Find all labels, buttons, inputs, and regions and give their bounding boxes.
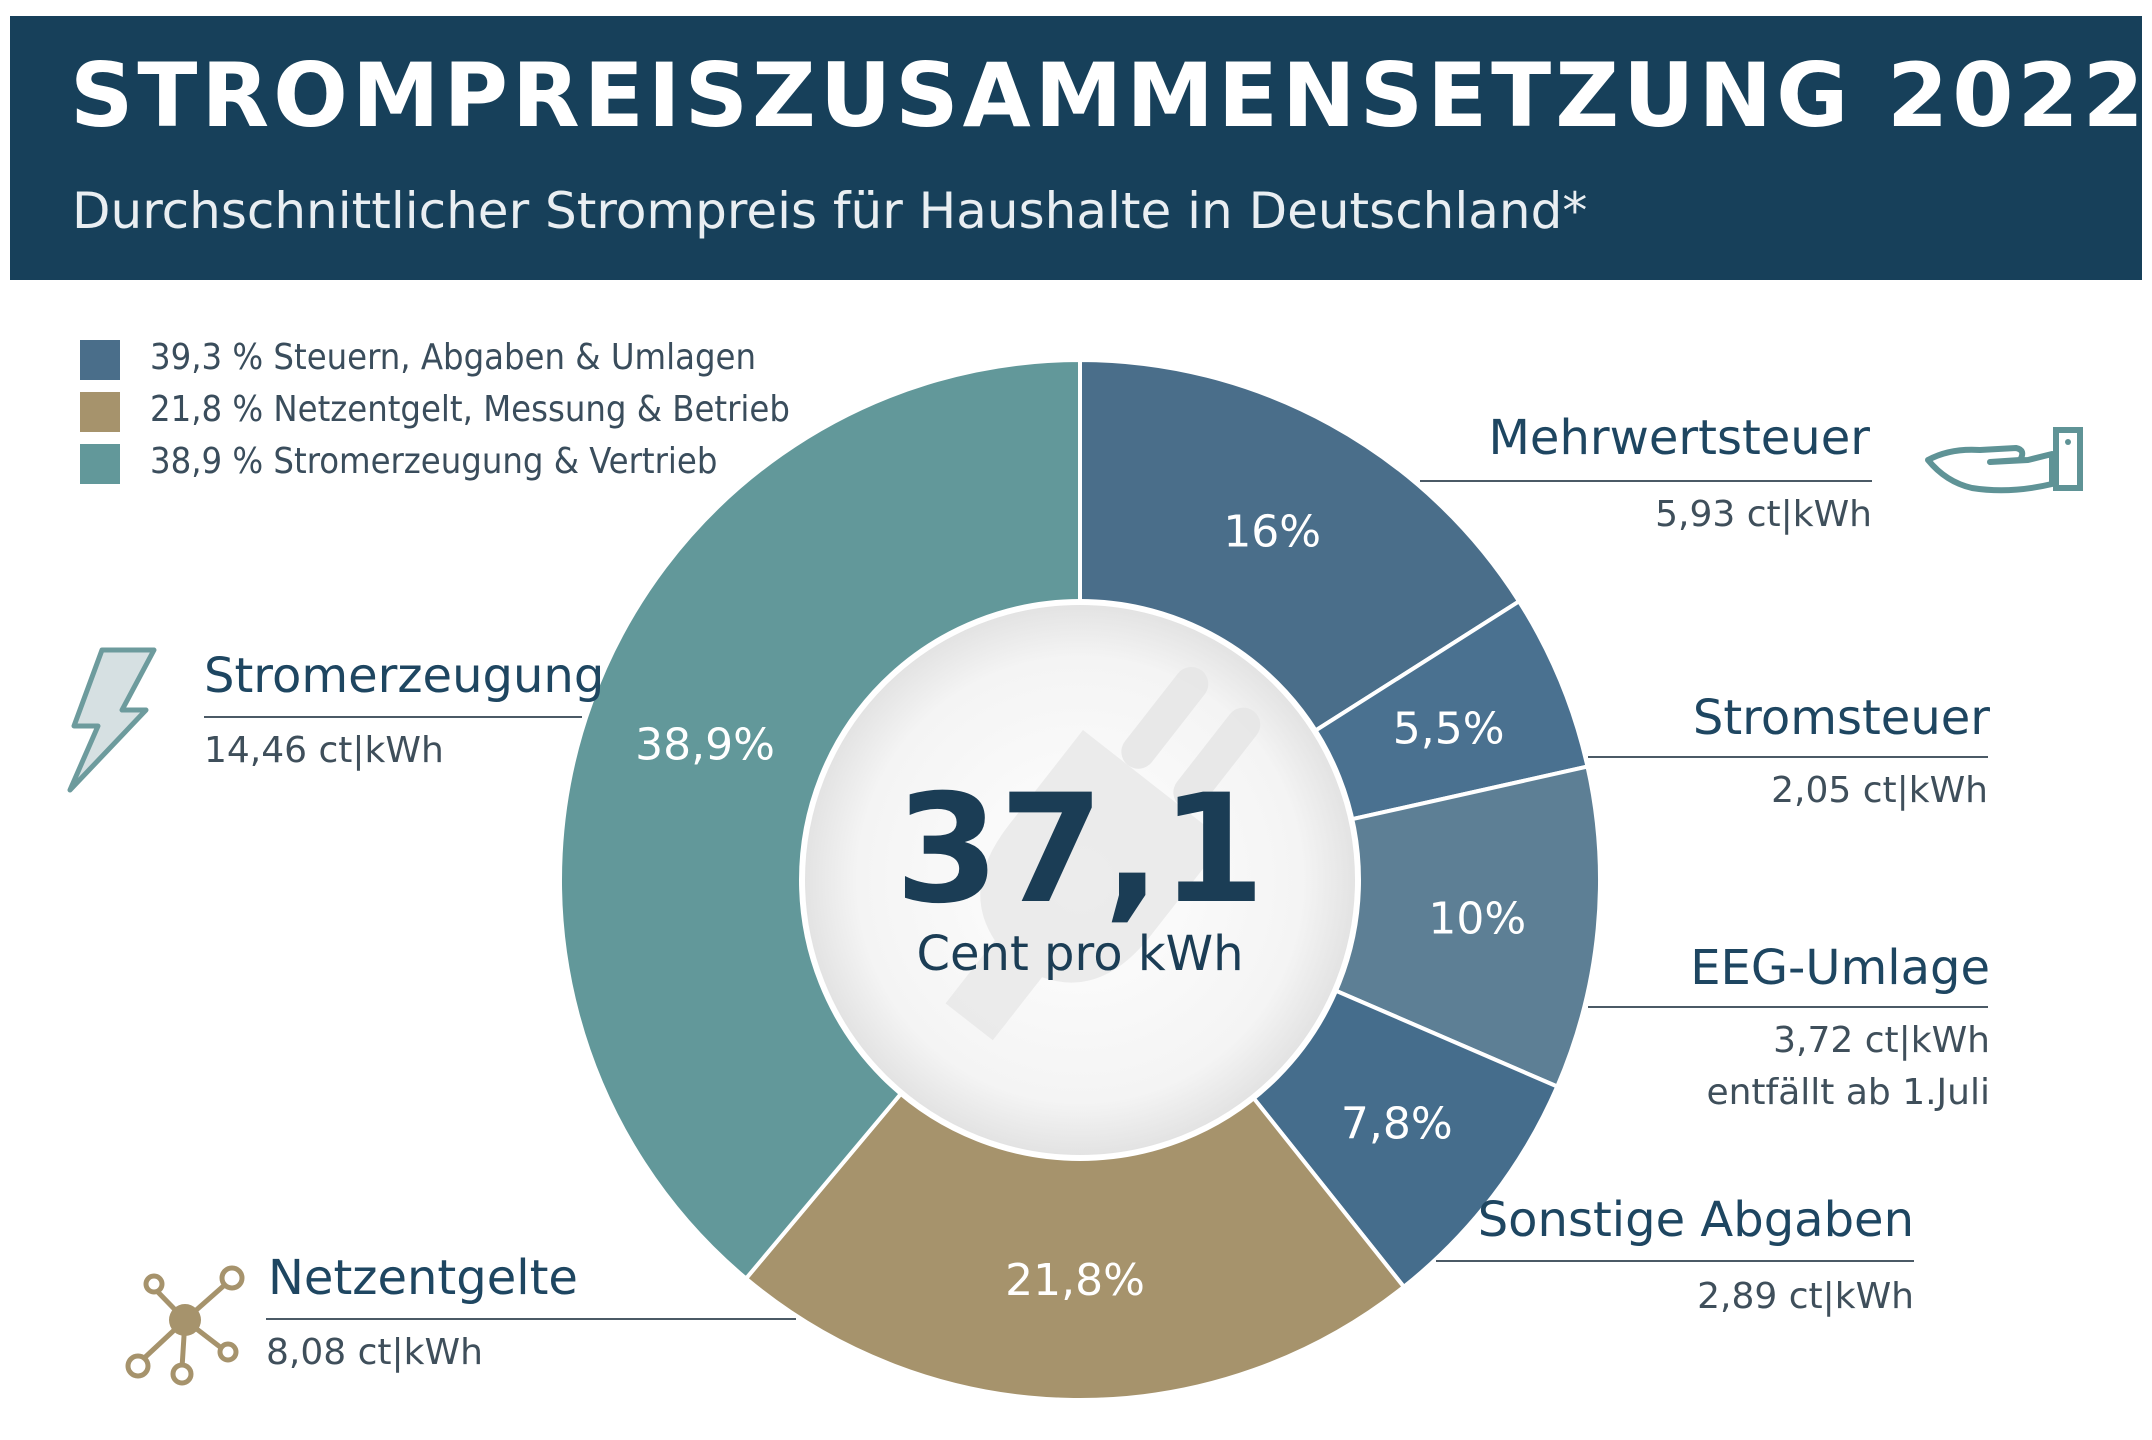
center-total-unit: Cent pro kWh — [916, 926, 1244, 982]
legend-swatch-generation — [80, 444, 120, 484]
legend-label-generation: 38,9 % Stromerzeugung & Vertrieb — [150, 441, 718, 482]
center-total-value: 37,1 — [894, 763, 1266, 937]
annotation-sonstige-value: 2,89 ct|kWh — [1697, 1276, 1914, 1317]
annotation-stromsteuer-line — [1588, 756, 1988, 758]
annotation-sonstige-name: Sonstige Abgaben — [1477, 1192, 1914, 1248]
annotation-eeg-note: entfällt ab 1.Juli — [1706, 1072, 1990, 1113]
annotation-stromsteuer-name: Stromsteuer — [1692, 690, 1990, 746]
annotation-netzentgelte-name: Netzentgelte — [268, 1250, 578, 1306]
slice-label-mehrwertsteuer: 16% — [1223, 506, 1321, 557]
plug-icon — [945, 666, 1261, 1041]
legend-swatch-taxes — [80, 340, 120, 380]
annotation-stromsteuer-value: 2,05 ct|kWh — [1771, 770, 1988, 811]
annotation-mehrwertsteuer-name: Mehrwertsteuer — [1488, 410, 1871, 466]
lightning-icon — [67, 647, 157, 793]
annotation-eeg-value: 3,72 ct|kWh — [1773, 1020, 1990, 1061]
legend-label-taxes: 39,3 % Steuern, Abgaben & Umlagen — [150, 337, 756, 378]
annotation-netzentgelte-line — [266, 1318, 796, 1320]
legend-swatch-grid — [80, 392, 120, 432]
annotation-mehrwertsteuer-line — [1420, 480, 1872, 482]
page-subtitle: Durchschnittlicher Strompreis für Hausha… — [72, 182, 1588, 240]
slice-label-stromerzeugung: 38,9% — [635, 720, 775, 771]
annotation-netzentgelte-value: 8,08 ct|kWh — [266, 1332, 483, 1373]
network-icon — [125, 1265, 245, 1386]
annotation-sonstige-line — [1436, 1260, 1914, 1262]
annotation-eeg-name: EEG-Umlage — [1690, 940, 1990, 996]
page-title: STROMPREISZUSAMMENSETZUNG 2022 — [70, 44, 2148, 147]
annotation-stromerzeugung-name: Stromerzeugung — [204, 648, 605, 704]
slice-label-sonstige-abgaben: 7,8% — [1341, 1099, 1453, 1150]
hand-icon — [1925, 427, 2083, 494]
annotation-stromerzeugung-value: 14,46 ct|kWh — [204, 730, 444, 771]
slice-labels: 16% 5,5% 10% 7,8% 21,8% 38,9% — [635, 506, 1526, 1306]
annotation-stromerzeugung-line — [204, 716, 582, 718]
slice-label-netzentgelte: 21,8% — [1005, 1255, 1145, 1306]
donut-slices — [557, 357, 1602, 1402]
header-banner: STROMPREISZUSAMMENSETZUNG 2022 Durchschn… — [10, 16, 2144, 280]
slice-label-eeg-umlage: 10% — [1428, 894, 1526, 945]
legend-label-grid: 21,8 % Netzentgelt, Messung & Betrieb — [150, 389, 790, 430]
annotation-mehrwertsteuer-value: 5,93 ct|kWh — [1655, 494, 1872, 535]
annotation-eeg-line — [1588, 1006, 1988, 1008]
slice-label-stromsteuer: 5,5% — [1393, 703, 1505, 754]
